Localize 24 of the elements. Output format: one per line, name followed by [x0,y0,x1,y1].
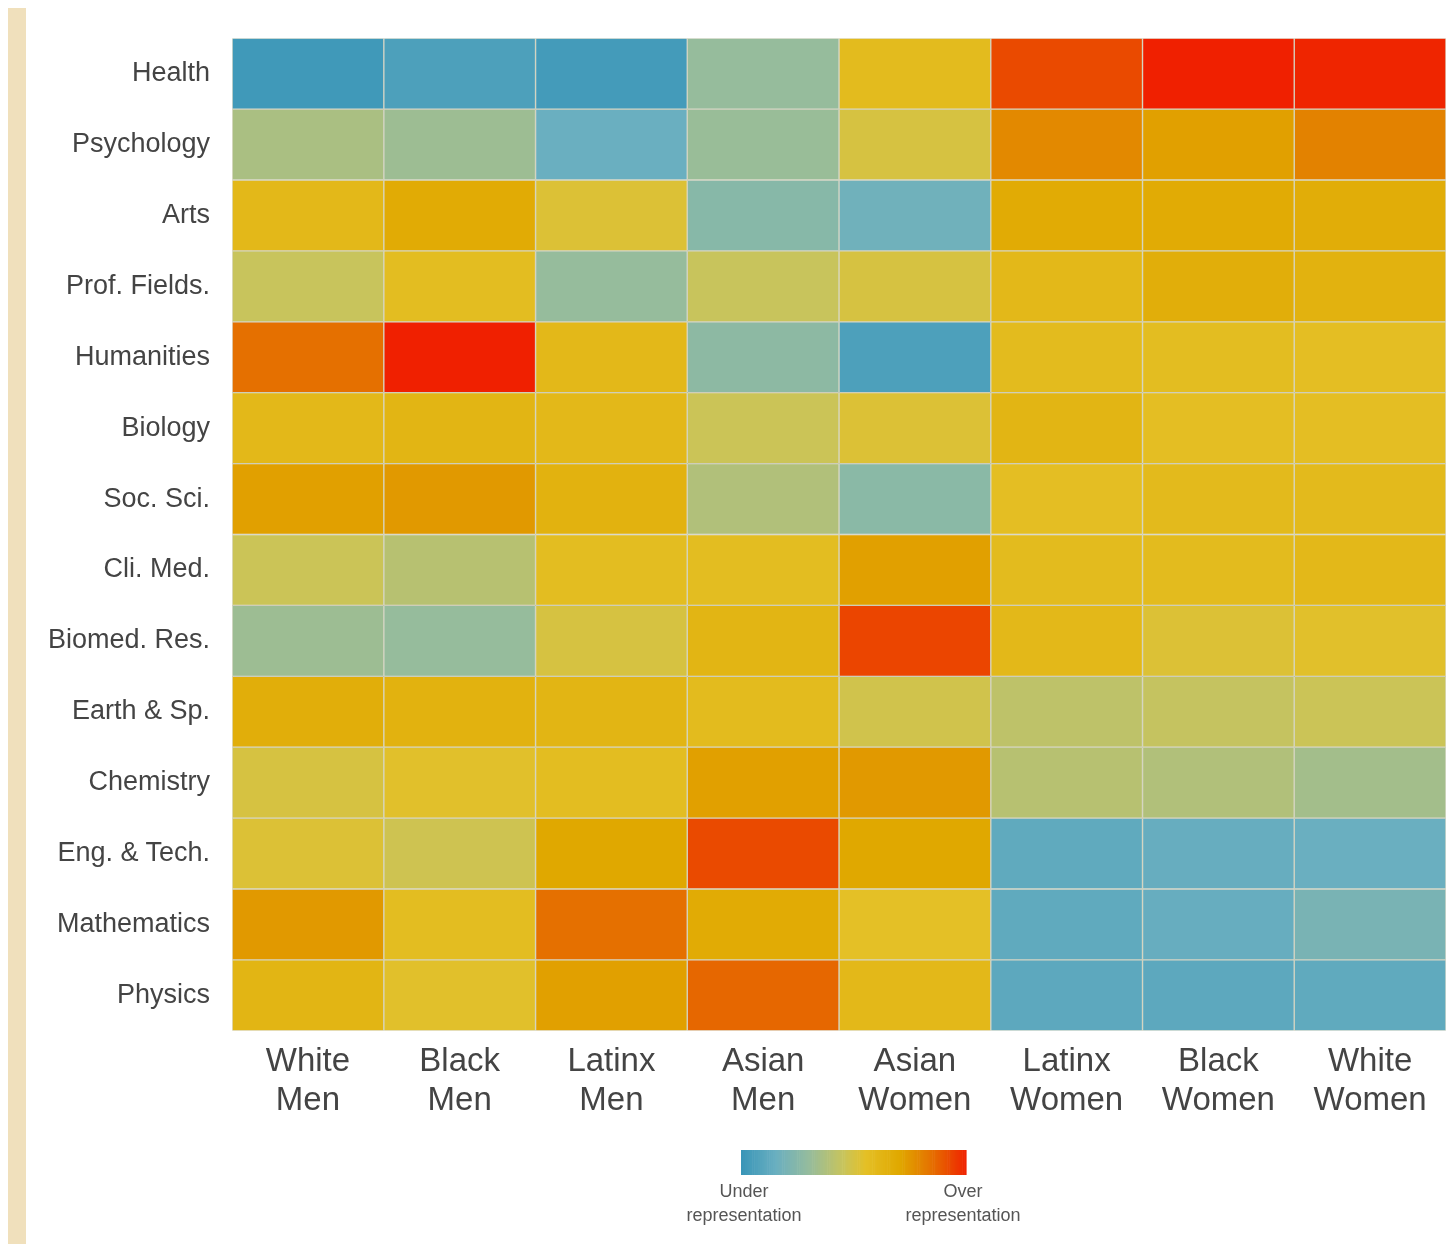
y-tick-label: Earth & Sp. [71,695,211,726]
x-tick-label: White Women [1313,1040,1427,1118]
y-tick-label: Physics [117,978,211,1009]
x-tick-label: Black Women [1161,1040,1275,1118]
y-tick-label: Psychology [71,128,211,158]
y-tick-label: Biology [121,411,211,442]
y-tick-label: Humanities [75,340,211,371]
y-tick-label: Eng. & Tech. [57,837,211,867]
y-tick-label: Chemistry [88,766,211,797]
y-tick-label: Cli. Med. [103,553,211,584]
y-tick-label: Prof. Fields. [66,269,211,300]
y-tick-label: Health [132,57,211,88]
x-tick-label: Asian Men [721,1040,805,1118]
y-tick-label: Mathematics [57,907,211,938]
color-bar-label: Under representation [686,1181,802,1225]
color-bar-label: Over representation [905,1181,1021,1225]
x-tick-label: Latinx Women [1010,1040,1124,1118]
y-tick-label: Soc. Sci. [103,482,211,513]
x-tick-label: Black Men [419,1040,501,1118]
x-tick-label: Asian Women [858,1040,972,1118]
y-tick-label: Arts [162,198,211,229]
x-tick-label: Latinx Men [567,1040,656,1118]
x-tick-label: White Men [265,1040,351,1118]
y-tick-label: Biomed. Res. [47,624,211,655]
